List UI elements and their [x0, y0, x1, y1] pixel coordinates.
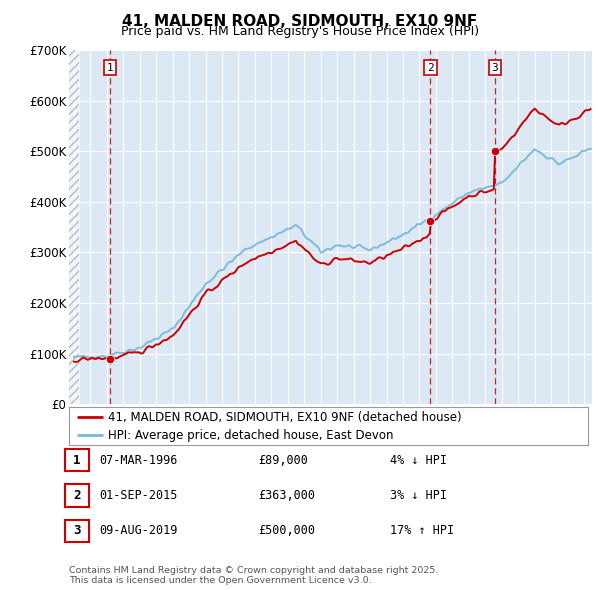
Text: 2: 2 — [427, 63, 434, 73]
Text: £363,000: £363,000 — [258, 489, 315, 502]
Text: 01-SEP-2015: 01-SEP-2015 — [99, 489, 178, 502]
Text: 41, MALDEN ROAD, SIDMOUTH, EX10 9NF: 41, MALDEN ROAD, SIDMOUTH, EX10 9NF — [122, 14, 478, 28]
Text: 2: 2 — [73, 489, 80, 502]
Text: 3: 3 — [491, 63, 499, 73]
Text: 41, MALDEN ROAD, SIDMOUTH, EX10 9NF (detached house): 41, MALDEN ROAD, SIDMOUTH, EX10 9NF (det… — [108, 411, 461, 424]
Text: 3: 3 — [73, 525, 80, 537]
Text: 1: 1 — [106, 63, 113, 73]
Text: 09-AUG-2019: 09-AUG-2019 — [99, 525, 178, 537]
Text: 17% ↑ HPI: 17% ↑ HPI — [390, 525, 454, 537]
Bar — [69, 50, 79, 404]
Text: 4% ↓ HPI: 4% ↓ HPI — [390, 454, 447, 467]
Text: Price paid vs. HM Land Registry's House Price Index (HPI): Price paid vs. HM Land Registry's House … — [121, 25, 479, 38]
Bar — [69, 50, 79, 404]
Text: 1: 1 — [73, 454, 80, 467]
Text: 3% ↓ HPI: 3% ↓ HPI — [390, 489, 447, 502]
Text: £500,000: £500,000 — [258, 525, 315, 537]
Text: HPI: Average price, detached house, East Devon: HPI: Average price, detached house, East… — [108, 428, 394, 441]
Text: Contains HM Land Registry data © Crown copyright and database right 2025.
This d: Contains HM Land Registry data © Crown c… — [69, 566, 439, 585]
Text: £89,000: £89,000 — [258, 454, 308, 467]
Text: 07-MAR-1996: 07-MAR-1996 — [99, 454, 178, 467]
